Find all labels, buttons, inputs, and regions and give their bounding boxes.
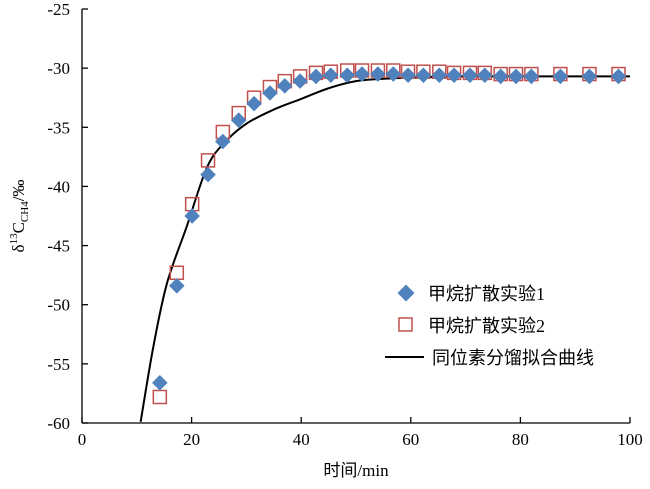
plot-area [139,63,630,422]
x-tick-label: 100 [617,430,643,449]
point-experiment-1 [508,68,524,85]
point-experiment-1 [323,67,339,84]
point-experiment-1 [276,78,293,94]
point-experiment-2 [152,389,168,405]
x-tick-label: 20 [183,430,200,449]
point-experiment-1 [292,73,308,89]
point-experiment-1 [169,278,185,294]
point-experiment-1 [262,85,278,101]
point-experiment-1 [152,375,168,391]
point-experiment-1 [552,68,569,85]
point-experiment-1 [477,67,493,84]
y-tick-label: -50 [47,296,70,315]
point-experiment-1 [462,67,478,84]
y-tick-label: -60 [47,414,70,433]
x-axis-label: 时间/min [323,461,389,480]
y-tick-label: -35 [47,118,70,137]
y-tick-label: -40 [47,177,70,196]
point-experiment-1 [246,95,262,112]
legend: 甲烷扩散实验1 甲烷扩散实验2 同位素分馏拟合曲线 [385,284,594,368]
point-experiment-1 [230,112,247,128]
point-experiment-1 [415,67,432,84]
x-tick-label: 0 [78,430,87,449]
ticks: 0 20 40 60 80 100 -60 -55 -50 -45 -40 -35 -30 -25 [47,0,642,449]
legend-label-2: 甲烷扩散实验2 [428,316,545,336]
point-experiment-1 [215,133,231,150]
point-experiment-1 [581,68,598,85]
y-tick-label: -45 [47,237,70,256]
y-tick-label: -55 [47,355,70,374]
point-experiment-1 [446,67,462,84]
x-tick-label: 80 [512,430,529,449]
point-experiment-1 [200,166,216,183]
point-experiment-1 [308,68,324,85]
point-experiment-1 [431,67,448,84]
point-experiment-1 [492,68,509,85]
y-tick-label: -25 [47,0,70,19]
point-experiment-1 [184,208,200,224]
x-tick-label: 40 [293,430,310,449]
x-tick-label: 60 [402,430,419,449]
point-experiment-1 [610,68,627,85]
legend-label-1: 甲烷扩散实验1 [428,284,545,304]
legend-marker-diamond [397,284,415,302]
legend-label-3: 同位素分馏拟合曲线 [432,348,594,368]
point-experiment-1 [400,67,416,84]
legend-marker-square [398,317,413,332]
y-tick-label: -30 [47,59,70,78]
y-axis-label: δ13CCH4/‰ [8,180,31,253]
fit-curve [139,75,630,422]
point-experiment-1 [339,67,356,84]
point-experiment-1 [523,68,540,85]
